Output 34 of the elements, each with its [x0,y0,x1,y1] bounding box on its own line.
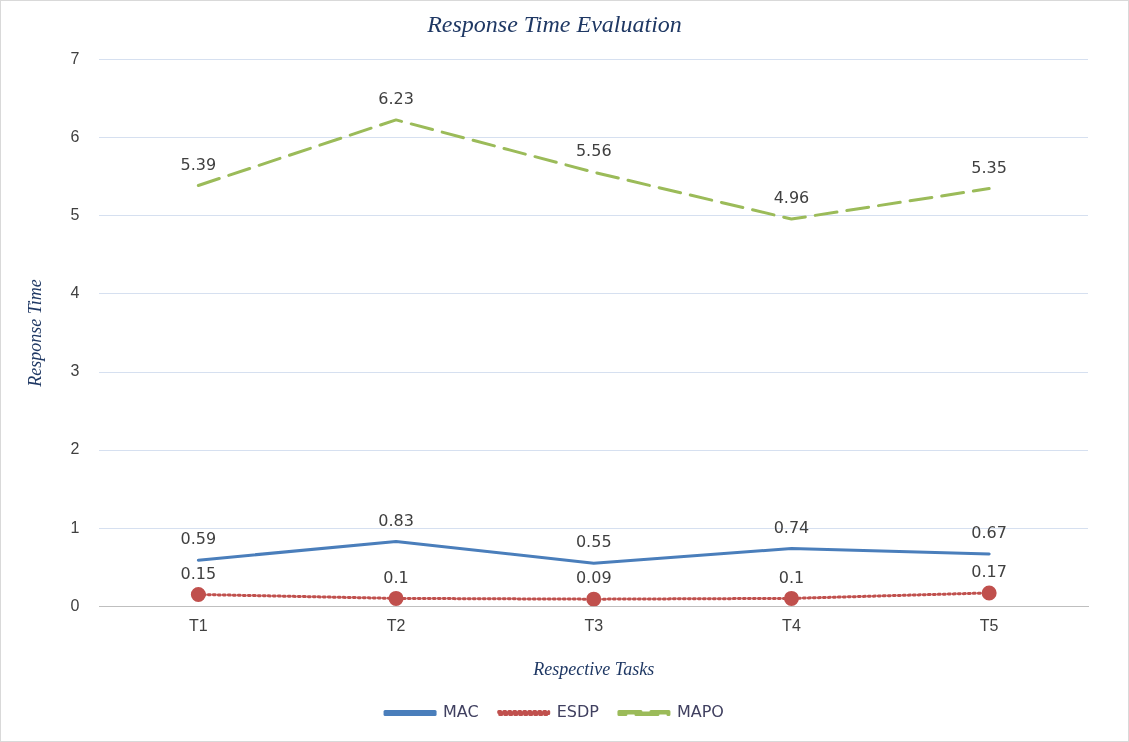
y-tick-label: 4 [70,284,80,302]
y-tick-label: 7 [70,50,80,68]
data-label: 0.67 [971,523,1007,543]
y-tick-label: 5 [70,206,80,224]
data-label: 0.74 [773,517,810,537]
data-label: 0.09 [575,568,612,588]
data-label: 5.39 [180,154,217,174]
data-label: 6.23 [378,89,414,109]
legend-label: ESDP [556,702,600,722]
data-label: 0.1 [778,567,805,587]
chart-title: Response Time Evaluation [426,10,682,37]
y-tick-label: 2 [70,440,80,458]
y-axis-title: Response Time [24,279,45,388]
data-label: 4.96 [773,188,810,208]
data-label: 0.83 [378,510,414,530]
y-tick-label: 6 [70,128,80,146]
data-label: 0.1 [383,567,409,587]
data-label: 0.15 [180,563,217,583]
x-tick-label: T1 [189,617,208,635]
y-tick-label: 0 [70,596,80,614]
y-tick-label: 3 [70,362,80,380]
x-tick-label: T5 [979,617,999,635]
data-label: 5.35 [971,157,1007,177]
x-tick-label: T4 [782,617,801,635]
data-label: 0.59 [180,529,217,549]
x-axis-title: Respective Tasks [532,658,655,679]
x-tick-label: T2 [386,617,406,635]
y-tick-label: 1 [70,518,80,536]
data-label: 0.17 [971,562,1007,582]
data-label: 0.55 [575,532,612,552]
legend-label: MAC [443,702,479,722]
legend-label: MAPO [676,702,724,722]
data-label: 5.56 [575,141,612,161]
x-tick-label: T3 [584,617,604,635]
